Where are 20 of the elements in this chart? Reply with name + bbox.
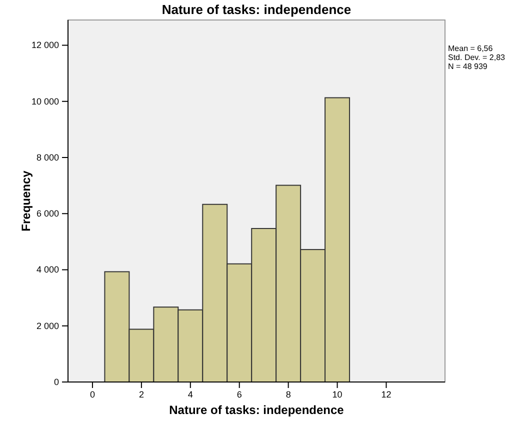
text: N = 48 939 — [448, 62, 488, 71]
y-tick-label: 2 000 — [36, 320, 59, 331]
y-axis-title: Frequency — [19, 170, 33, 232]
y-tick-label: 8 000 — [36, 152, 59, 162]
x-tick-label: 6 — [236, 389, 242, 400]
x-tick-label: 2 — [138, 389, 144, 400]
x-tick-label: 4 — [188, 389, 193, 400]
y-tick-label: 12 000 — [31, 40, 59, 50]
text: Mean = 6,56 — [448, 44, 494, 53]
x-tick-label: 10 — [332, 389, 342, 400]
x-tick-label: 8 — [286, 389, 291, 400]
text: Std. Dev. = 2,83 — [448, 53, 505, 62]
y-tick-label: 4 000 — [36, 264, 59, 275]
x-tick-label: 0 — [90, 389, 95, 400]
y-tick-label: 10 000 — [31, 96, 59, 106]
chart-title: Nature of tasks: independence — [162, 2, 352, 17]
x-tick-label: 12 — [381, 389, 392, 400]
y-tick-label: 6 000 — [36, 208, 59, 219]
x-axis-title: Nature of tasks: independence — [169, 403, 344, 417]
y-tick-label: 0 — [54, 376, 59, 387]
